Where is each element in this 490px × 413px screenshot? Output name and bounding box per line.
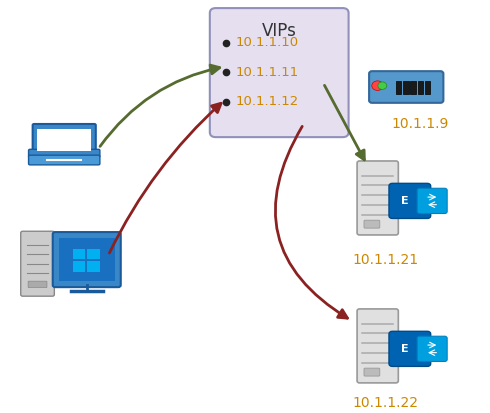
FancyBboxPatch shape [53, 232, 121, 287]
FancyBboxPatch shape [21, 231, 54, 296]
Text: 10.1.1.22: 10.1.1.22 [352, 396, 418, 411]
Bar [403, 81, 409, 95]
Bar [425, 81, 430, 95]
FancyBboxPatch shape [369, 71, 443, 103]
Bar [396, 81, 401, 95]
Text: VIPs: VIPs [262, 22, 296, 40]
FancyBboxPatch shape [210, 8, 348, 137]
Text: 10.1.1.12: 10.1.1.12 [235, 95, 298, 108]
Text: 10.1.1.9: 10.1.1.9 [392, 117, 449, 131]
Text: 10.1.1.21: 10.1.1.21 [352, 253, 418, 267]
Text: 10.1.1.11: 10.1.1.11 [235, 66, 298, 79]
Text: 10.1.1.10: 10.1.1.10 [235, 36, 298, 49]
Text: E: E [401, 196, 409, 206]
FancyBboxPatch shape [417, 336, 447, 361]
FancyBboxPatch shape [28, 155, 100, 165]
Bar [87, 249, 100, 259]
FancyBboxPatch shape [357, 161, 398, 235]
FancyBboxPatch shape [28, 150, 100, 157]
Bar [73, 261, 85, 271]
Bar [410, 81, 416, 95]
FancyBboxPatch shape [59, 238, 115, 281]
FancyBboxPatch shape [364, 368, 380, 376]
Bar [87, 261, 100, 271]
FancyBboxPatch shape [28, 281, 47, 287]
FancyBboxPatch shape [389, 183, 431, 218]
FancyBboxPatch shape [389, 331, 431, 366]
FancyBboxPatch shape [357, 309, 398, 383]
Circle shape [372, 81, 383, 90]
Text: E: E [401, 344, 409, 354]
Bar [417, 81, 423, 95]
FancyBboxPatch shape [37, 129, 91, 151]
FancyBboxPatch shape [33, 124, 96, 156]
FancyBboxPatch shape [417, 188, 447, 214]
FancyBboxPatch shape [364, 220, 380, 228]
Bar [73, 249, 85, 259]
Circle shape [378, 82, 387, 89]
